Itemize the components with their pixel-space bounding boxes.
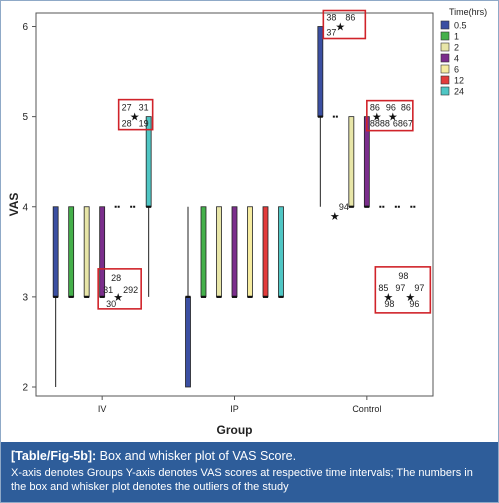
outlier-star: ★ [405,292,415,304]
box-ip-4 [231,206,238,298]
y-axis-title: VAS [7,193,21,217]
outlier-label: 27 [122,103,132,113]
outlier-star: ★ [388,112,398,124]
box-ip-6 [247,206,253,298]
box-iv-1 [68,206,75,298]
outlier-highlight-box [366,99,414,132]
outlier-star: ★ [130,112,140,124]
outlier-label: 94 [339,202,349,212]
outlier-label: 28 [111,273,121,283]
outlier-label: 98 [384,299,394,309]
y-tick-label: 5 [22,112,28,123]
box-control-2 [348,116,355,208]
x-axis-title: Group [217,423,253,437]
legend-swatch [440,53,450,63]
x-tick-label: IV [98,404,107,414]
outlier-label: 86 [370,103,380,113]
outlier-label: 37 [326,28,336,38]
caption-note: X-axis denotes Groups Y-axis denotes VAS… [11,467,473,493]
legend-label: 24 [454,87,464,97]
outlier-highlight-box [97,268,142,310]
outlier-label: 292 [123,285,138,295]
box-iv-2 [83,206,90,298]
outlier-label: 98 [398,271,408,281]
outlier-label: 86 [345,13,355,23]
y-tick-label: 3 [22,292,28,303]
outlier-highlight-box [374,266,432,314]
outlier-label: 31 [139,103,149,113]
box-iv-0_5 [52,206,59,298]
legend-label: 12 [454,76,464,86]
box-ip-2 [216,206,222,298]
box-ip-12 [262,206,269,298]
legend-label: 6 [454,65,459,75]
figure-caption: [Table/Fig-5b]: Box and whisker plot of … [1,442,498,502]
legend-label: 2 [454,43,459,53]
outlier-label: 28 [122,119,132,129]
box-iv-4 [99,206,106,298]
legend-title: Time(hrs) [449,7,487,17]
outlier-star: ★ [335,22,345,34]
x-tick-label: Control [352,404,381,414]
outlier-label: 97 [414,283,424,293]
legend-label: 4 [454,54,459,64]
box-control-0_5 [317,26,324,118]
legend-swatch [440,86,450,96]
box-ip-1 [200,206,207,298]
outlier-label: 38 [326,13,336,23]
outlier-star: ★ [113,292,123,304]
outlier-highlight-box [322,9,367,40]
legend-swatch [440,20,450,30]
outlier-label: 31 [103,285,113,295]
outlier-star: ★ [330,211,340,223]
x-tick-label: IP [230,404,239,414]
outlier-label: 96 [386,103,396,113]
outlier-star: ★ [383,292,393,304]
y-tick-label: 6 [22,22,28,33]
outlier-highlight-box [117,98,154,131]
legend-swatch [440,64,450,74]
legend-swatch [440,31,450,41]
legend-label: 1 [454,32,459,42]
legend-swatch [440,75,450,85]
outlier-label: 19 [139,119,149,129]
outlier-label: 6867 [393,119,413,129]
caption-tag: [Table/Fig-5b]: [11,449,97,463]
caption-title: Box and whisker plot of VAS Score. [99,449,297,463]
outlier-label: 30 [106,299,116,309]
legend-label: 0.5 [454,21,467,31]
caption-title-line: [Table/Fig-5b]: Box and whisker plot of … [11,448,488,464]
outlier-label: 96 [409,299,419,309]
plot-area [35,12,434,397]
outlier-star: ★ [372,112,382,124]
y-tick-label: 4 [22,202,28,213]
y-tick-label: 2 [22,382,28,393]
outlier-label: 8888 [370,119,390,129]
box-ip-24 [278,206,284,298]
box-ip-0_5 [185,296,191,388]
outlier-label: 86 [401,103,411,113]
legend-swatch [440,42,450,52]
outlier-label: 85 [378,283,388,293]
outlier-label: 97 [395,283,405,293]
